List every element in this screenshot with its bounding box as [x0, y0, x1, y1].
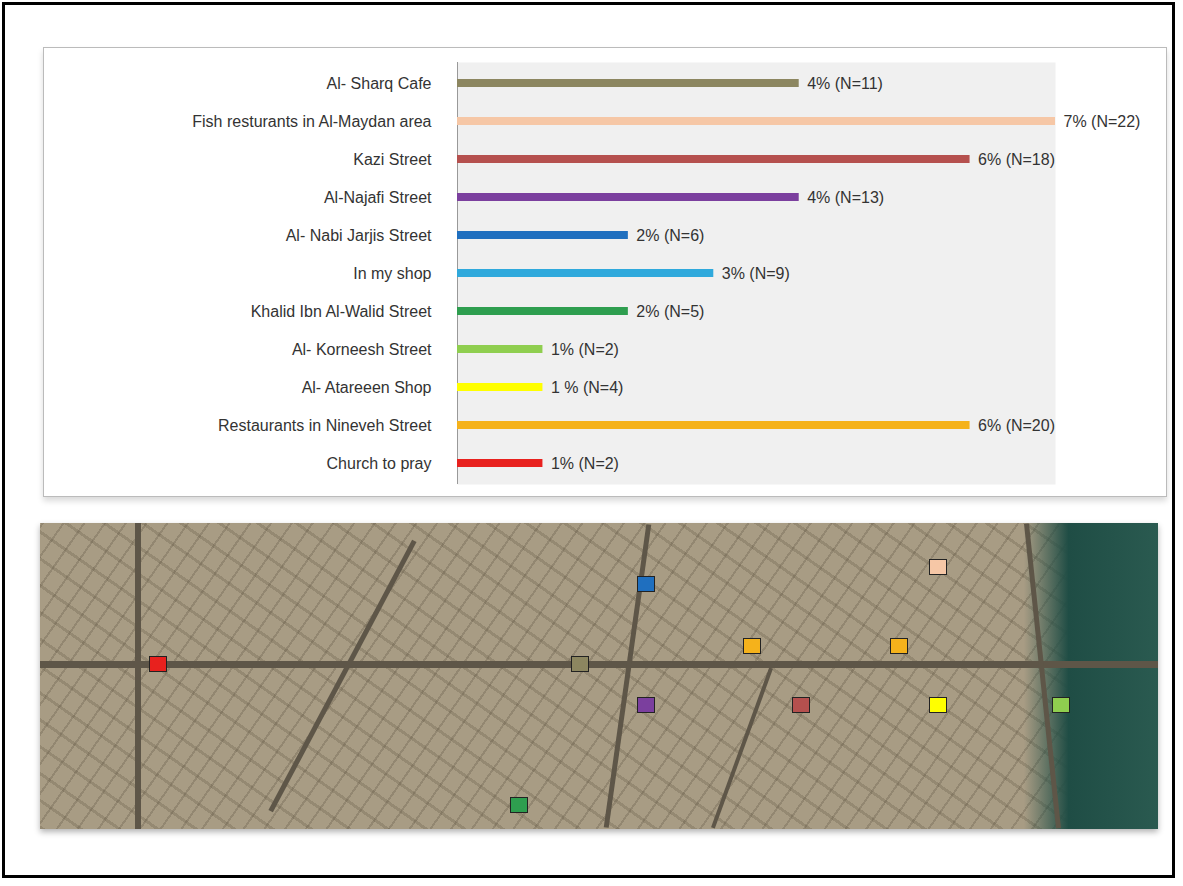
svg-text:6% (N=18): 6% (N=18)	[978, 151, 1055, 168]
svg-text:2% (N=6): 2% (N=6)	[636, 227, 704, 244]
svg-text:4% (N=13): 4% (N=13)	[807, 189, 884, 206]
svg-text:Church to pray: Church to pray	[327, 455, 432, 472]
svg-text:Fish resturants in Al-Maydan a: Fish resturants in Al-Maydan area	[192, 113, 431, 130]
svg-text:6% (N=20): 6% (N=20)	[978, 417, 1055, 434]
svg-text:Al- Korneesh Street: Al- Korneesh Street	[292, 341, 432, 358]
svg-text:Restaurants in Nineveh Street: Restaurants in Nineveh Street	[218, 417, 432, 434]
svg-text:Kazi Street: Kazi Street	[353, 151, 432, 168]
svg-text:1 % (N=4): 1 % (N=4)	[551, 379, 623, 396]
svg-text:4% (N=11): 4% (N=11)	[807, 75, 883, 92]
svg-text:1% (N=2): 1% (N=2)	[551, 341, 619, 358]
svg-text:In my shop: In my shop	[353, 265, 431, 282]
svg-text:2% (N=5): 2% (N=5)	[636, 303, 704, 320]
svg-text:Al- Sharq Cafe: Al- Sharq Cafe	[327, 75, 432, 92]
svg-text:Al- Nabi Jarjis Street: Al- Nabi Jarjis Street	[286, 227, 432, 244]
svg-text:1% (N=2): 1% (N=2)	[551, 455, 619, 472]
svg-text:3% (N=9): 3% (N=9)	[722, 265, 790, 282]
svg-text:Al- Atareeen Shop: Al- Atareeen Shop	[302, 379, 432, 396]
svg-text:7% (N=22): 7% (N=22)	[1064, 113, 1141, 130]
svg-text:Khalid Ibn Al-Walid Street: Khalid Ibn Al-Walid Street	[251, 303, 432, 320]
svg-text:Al-Najafi Street: Al-Najafi Street	[324, 189, 432, 206]
